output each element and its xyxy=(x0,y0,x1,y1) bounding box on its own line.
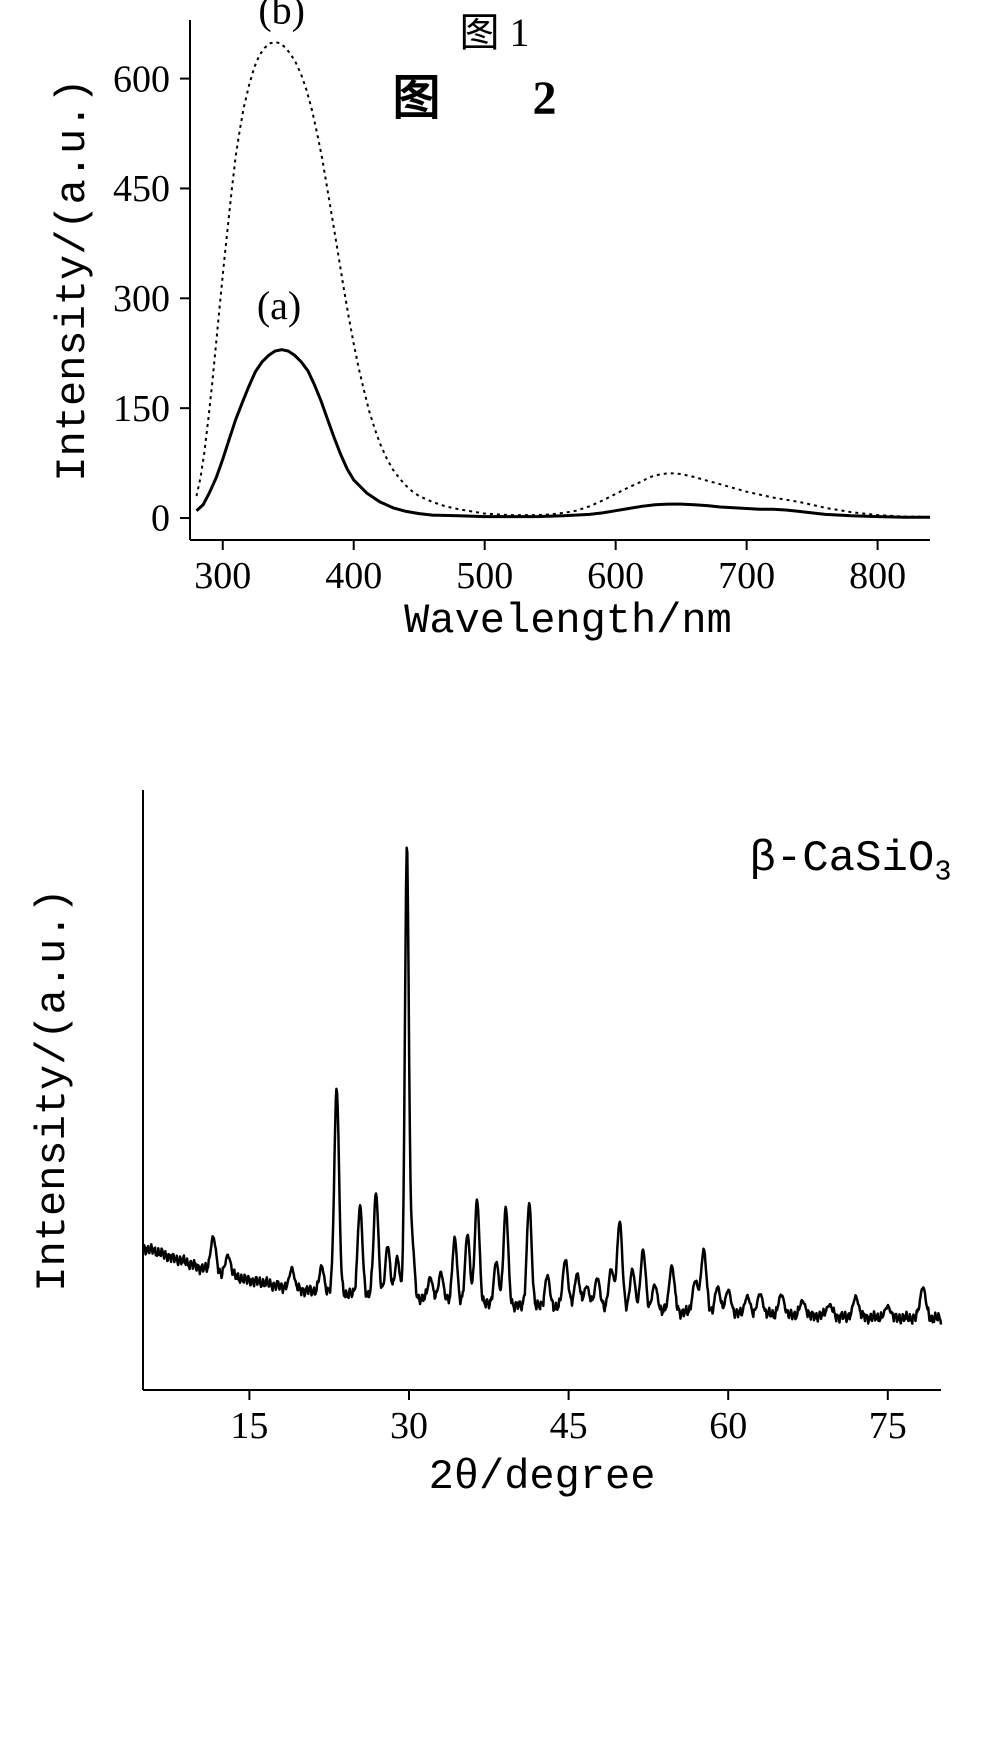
annotation-b: (b) xyxy=(258,0,305,33)
svg-text:500: 500 xyxy=(456,555,513,597)
svg-text:30: 30 xyxy=(390,1405,428,1447)
annotation-a: (a) xyxy=(257,283,301,328)
svg-text:450: 450 xyxy=(113,168,170,210)
series-b xyxy=(197,42,931,517)
chart1-xlabel: Wavelength/nm xyxy=(404,597,732,645)
svg-text:400: 400 xyxy=(325,555,382,597)
svg-text:150: 150 xyxy=(113,388,170,430)
xrd-pattern xyxy=(143,848,941,1325)
xrd-chart: β-CaSiO3 15 30 45 60 75 2θ/degree Intensity/… xyxy=(28,760,961,1500)
svg-text:0: 0 xyxy=(151,498,170,540)
series-a xyxy=(197,350,931,518)
chart2-ylabel: Intensity/(a.u.) xyxy=(29,888,77,1291)
phase-label: β-CaSiO3 xyxy=(749,834,951,889)
chart2-xlabel: 2θ/degree xyxy=(429,1453,656,1501)
svg-text:800: 800 xyxy=(849,555,906,597)
svg-text:300: 300 xyxy=(113,278,170,320)
svg-text:600: 600 xyxy=(587,555,644,597)
svg-text:600: 600 xyxy=(113,58,170,100)
svg-text:45: 45 xyxy=(550,1405,588,1447)
svg-text:60: 60 xyxy=(709,1405,747,1447)
svg-text:75: 75 xyxy=(869,1405,907,1447)
chart1-ylabel: Intensity/(a.u.) xyxy=(49,78,97,481)
svg-text:300: 300 xyxy=(194,555,251,597)
spectrum-chart: (a) (b) 0 150 300 450 600 300 400 500 600 700 800… xyxy=(50,0,945,640)
svg-text:15: 15 xyxy=(230,1405,268,1447)
svg-text:700: 700 xyxy=(718,555,775,597)
